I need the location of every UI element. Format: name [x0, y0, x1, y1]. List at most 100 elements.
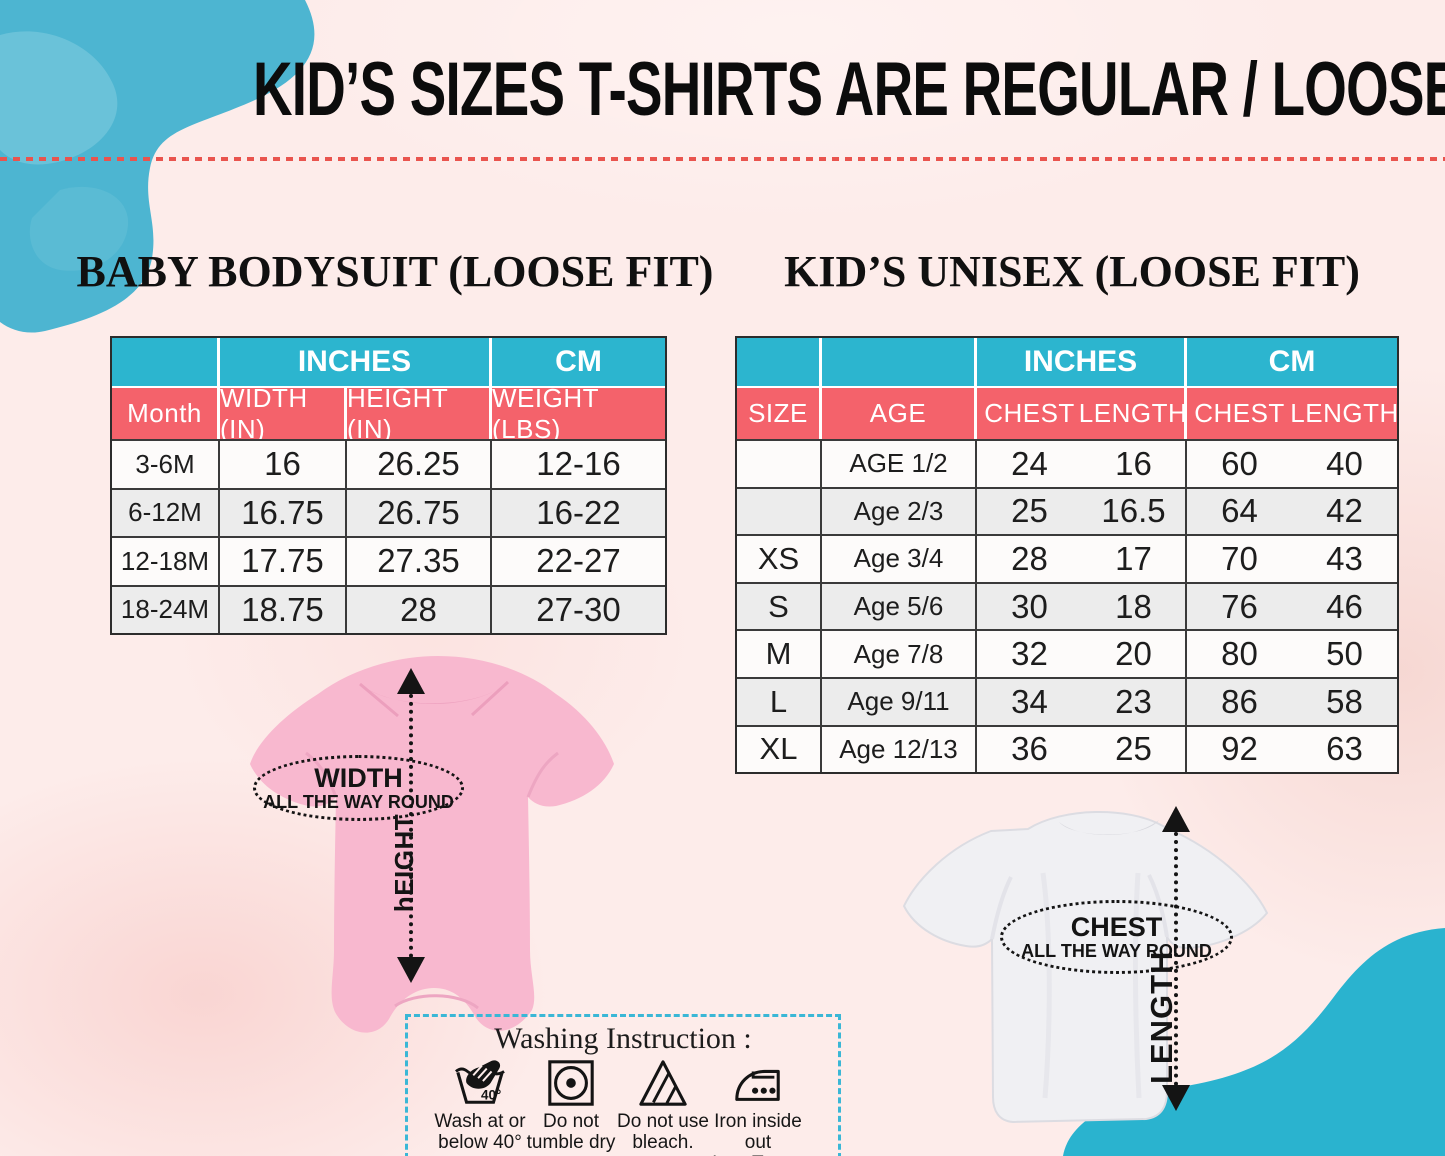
- table-cell: 30: [977, 581, 1082, 630]
- table-cell: 64: [1187, 486, 1292, 535]
- table-cell: 28: [977, 534, 1082, 582]
- table-cell: 80: [1187, 629, 1292, 677]
- table-cell: XL: [737, 724, 822, 773]
- arrow-down-icon: [397, 957, 425, 983]
- wash-item: Do not use bleach.: [608, 1057, 718, 1153]
- table-cell: 6-12M: [112, 487, 220, 536]
- arrow-up-icon: [1162, 806, 1190, 832]
- table-cell: 3-6M: [112, 439, 220, 488]
- unit-header-cm: CM: [1187, 338, 1397, 388]
- washing-title: Washing Instruction :: [494, 1022, 752, 1055]
- iron-low-temp-icon: [735, 1069, 780, 1101]
- tshirt-chest-ellipse: CHEST ALL THE WAY ROUND: [1000, 900, 1233, 974]
- table-cell: 28: [347, 584, 492, 633]
- unit-header-inches: INCHES: [220, 338, 492, 388]
- bodysuit-height-label: hEIGHT: [389, 813, 419, 913]
- corner-cell: [112, 338, 220, 388]
- column-header: CHEST: [1187, 388, 1292, 439]
- table-cell: L: [737, 676, 822, 725]
- table-cell: Age 12/13: [822, 724, 977, 773]
- baby-section-title: BABY BODYSUIT (LOOSE FIT): [76, 247, 714, 296]
- column-header: LENGTH: [1079, 388, 1187, 439]
- table-cell: 40: [1292, 439, 1397, 487]
- wash-item: Iron inside out Low Temp.: [703, 1057, 813, 1156]
- column-header: LENGTH: [1290, 388, 1398, 439]
- table-cell: 26.75: [347, 487, 492, 536]
- baby-bodysuit-illustration: [250, 656, 614, 1033]
- column-header: AGE: [822, 388, 977, 439]
- table-cell: 17.75: [220, 536, 347, 585]
- table-cell: [737, 439, 822, 487]
- table-cell: 70: [1187, 534, 1292, 582]
- table-cell: 63: [1292, 724, 1397, 773]
- wash-40-icon: 40°: [455, 1060, 505, 1104]
- table-cell: 12-16: [492, 439, 665, 488]
- bodysuit-width-ellipse: WIDTH ALL THE WAY ROUND: [253, 755, 464, 821]
- table-cell: Age 2/3: [822, 486, 977, 535]
- column-header: HEIGHT (IN): [347, 383, 492, 444]
- width-girth-sublabel: ALL THE WAY ROUND: [263, 791, 454, 812]
- table-cell: 17: [1082, 534, 1187, 582]
- wash-item-label: Iron inside out Low Temp.: [712, 1111, 804, 1156]
- table-cell: 50: [1292, 629, 1397, 677]
- width-girth-label: WIDTH: [314, 762, 403, 793]
- table-cell: 92: [1187, 724, 1292, 773]
- table-cell: 58: [1292, 676, 1397, 725]
- table-cell: 18.75: [220, 584, 347, 633]
- column-header: CHEST: [977, 388, 1082, 439]
- column-header: Month: [112, 388, 220, 439]
- column-header: SIZE: [737, 388, 822, 439]
- washing-instructions-box: Washing Instruction : 40° Wash at or bel…: [405, 1014, 841, 1156]
- page-title-text: KID’S SIZES T-SHIRTS ARE REGULAR / LOOSE…: [252, 47, 1445, 132]
- kids-section-title: KID’S UNISEX (LOOSE FIT): [784, 247, 1360, 296]
- chest-girth-label: CHEST: [1070, 911, 1163, 942]
- kids-unisex-table: INCHES CM SIZE AGE CHEST LENGTH CHEST LE…: [735, 336, 1399, 775]
- chest-girth-sublabel: ALL THE WAY ROUND: [1021, 940, 1212, 961]
- wash-item-label: Do not tumble dry: [526, 1111, 616, 1153]
- table-cell: XS: [737, 534, 822, 582]
- table-cell: 26.25: [347, 439, 492, 488]
- table-cell: [737, 486, 822, 535]
- column-header: WIDTH (IN): [220, 383, 347, 444]
- do-not-tumble-dry-icon: [548, 1060, 594, 1106]
- table-cell: 25: [977, 486, 1082, 535]
- page-title: KID’S SIZES T-SHIRTS ARE REGULAR / LOOSE…: [0, 44, 1445, 136]
- wash-item-label: Do not use bleach.: [617, 1111, 709, 1153]
- unit-header-cm: CM: [492, 338, 665, 388]
- table-cell: 23: [1082, 676, 1187, 725]
- table-cell: Age 7/8: [822, 629, 977, 677]
- wash-item: 40° Wash at or below 40°: [425, 1057, 535, 1153]
- wash-item-label: Wash at or below 40°: [434, 1111, 526, 1153]
- red-dotted-divider: [0, 157, 1445, 161]
- table-cell: Age 9/11: [822, 676, 977, 725]
- table-cell: 18-24M: [112, 584, 220, 633]
- table-cell: AGE 1/2: [822, 439, 977, 487]
- table-cell: 76: [1187, 581, 1292, 630]
- table-cell: 16.75: [220, 487, 347, 536]
- table-cell: S: [737, 581, 822, 630]
- arrow-down-icon: [1162, 1085, 1190, 1111]
- table-cell: 16: [220, 439, 347, 488]
- svg-text:40°: 40°: [481, 1087, 501, 1102]
- table-cell: 60: [1187, 439, 1292, 487]
- table-cell: 20: [1082, 629, 1187, 677]
- table-cell: 27-30: [492, 584, 665, 633]
- baby-bodysuit-table: INCHES CM Month WIDTH (IN) HEIGHT (IN) W…: [110, 336, 667, 635]
- table-cell: 42: [1292, 486, 1397, 535]
- table-cell: 16-22: [492, 487, 665, 536]
- column-header: WEIGHT (LBS): [492, 383, 665, 444]
- tshirt-length-label: LENGTH: [1144, 950, 1179, 1084]
- table-cell: 43: [1292, 534, 1397, 582]
- table-cell: 12-18M: [112, 536, 220, 585]
- bodysuit-height-line: [409, 694, 413, 958]
- table-cell: 16: [1082, 439, 1187, 487]
- table-cell: 32: [977, 629, 1082, 677]
- table-cell: 46: [1292, 581, 1397, 630]
- table-cell: 27.35: [347, 536, 492, 585]
- wash-item: Do not tumble dry: [516, 1057, 626, 1153]
- do-not-bleach-icon: [639, 1060, 687, 1106]
- arrow-up-icon: [397, 668, 425, 694]
- unit-header-inches: INCHES: [977, 338, 1187, 388]
- table-cell: M: [737, 629, 822, 677]
